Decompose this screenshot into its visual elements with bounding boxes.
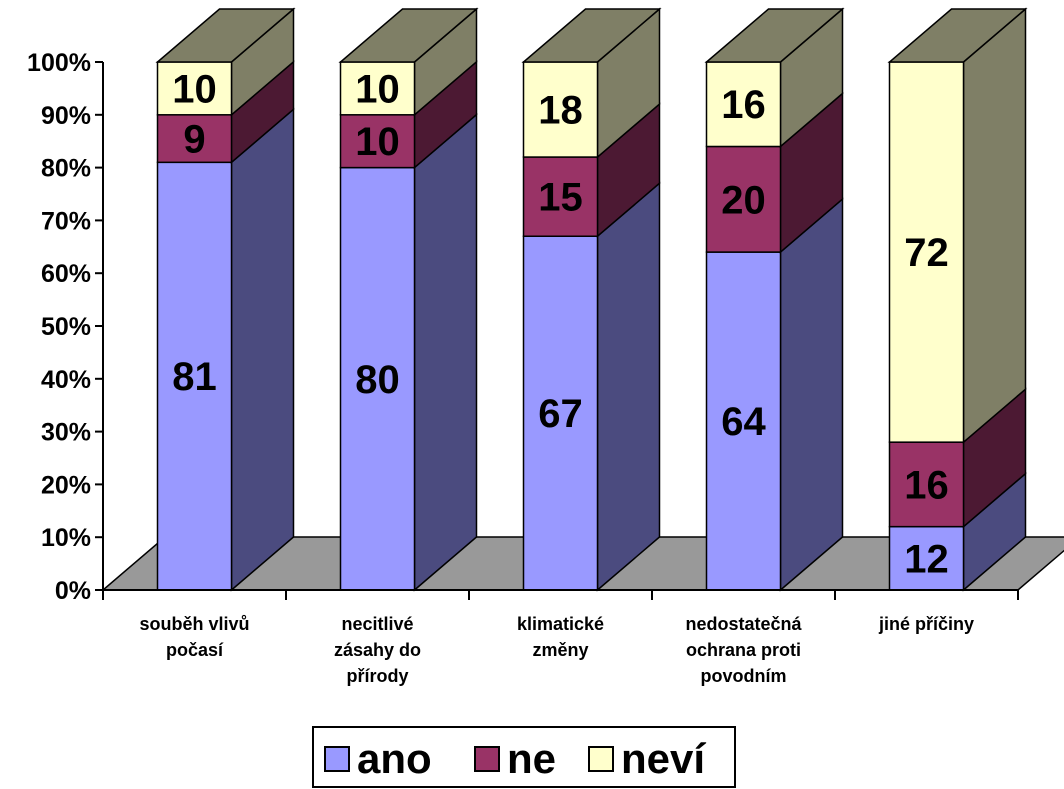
y-tick-label: 40% xyxy=(41,366,91,394)
bar-front xyxy=(339,114,416,169)
data-label: 10 xyxy=(172,67,217,111)
bar-segment-ne xyxy=(705,91,844,254)
legend-item-ano: ano xyxy=(324,735,432,782)
category-label: nedostatečná ochrana proti povodním xyxy=(685,614,802,686)
bar-segment-neví xyxy=(704,7,845,149)
bar-side xyxy=(962,7,1027,444)
bar-segment-ano xyxy=(705,197,844,592)
bar-front xyxy=(339,61,416,116)
bar-front xyxy=(156,161,233,591)
y-tick-label: 90% xyxy=(41,102,91,130)
bar-top xyxy=(338,8,479,63)
data-labels: 81 9 10 80 10 10 67 15 18 64 20 16 12 16 72 xyxy=(172,67,949,581)
bar-segment-neví xyxy=(521,7,662,159)
legend-swatch xyxy=(588,746,614,772)
category-label: klimatické změny xyxy=(517,614,604,660)
y-tick-label: 0% xyxy=(55,577,91,605)
legend-label: ne xyxy=(507,735,556,782)
bar-stack xyxy=(338,7,479,592)
legend-swatch xyxy=(474,746,500,772)
legend-item-neví: neví xyxy=(588,735,706,782)
category-label: souběh vlivů počasí xyxy=(139,614,249,660)
bar-front xyxy=(705,145,782,253)
bar-top xyxy=(521,8,662,63)
data-label: 80 xyxy=(355,358,400,402)
data-label: 10 xyxy=(355,67,400,111)
bar-side xyxy=(596,181,661,592)
bar-front xyxy=(705,251,782,591)
bar-front xyxy=(888,441,965,528)
y-tick-label: 80% xyxy=(41,155,91,183)
bars xyxy=(155,7,1028,592)
bar-stack xyxy=(704,7,845,592)
data-label: 18 xyxy=(538,89,583,133)
legend-box xyxy=(312,726,736,788)
bar-segment-ano xyxy=(339,112,478,592)
bar-front xyxy=(156,114,233,164)
y-tick-label: 60% xyxy=(41,260,91,288)
bar-front xyxy=(705,61,782,148)
bar-segment-ano xyxy=(156,107,295,592)
bar-top xyxy=(155,8,296,63)
data-label: 20 xyxy=(721,178,766,222)
bar-front xyxy=(888,525,965,591)
y-tick-label: 10% xyxy=(41,524,91,552)
data-label: 12 xyxy=(904,537,949,581)
data-label: 67 xyxy=(538,392,583,436)
bar-segment-neví xyxy=(155,7,296,117)
bar-stack xyxy=(521,7,662,592)
bar-stack xyxy=(887,7,1028,592)
data-label: 15 xyxy=(538,176,583,220)
bar-front xyxy=(888,61,965,443)
bar-stack xyxy=(155,7,296,592)
y-tick-label: 20% xyxy=(41,471,91,499)
bar-side xyxy=(779,197,844,592)
bar-front xyxy=(522,156,599,237)
bar-front xyxy=(339,166,416,591)
category-label: necitlivé zásahy do přírody xyxy=(334,614,421,686)
legend: ano ne neví xyxy=(312,726,736,788)
category-axis: souběh vlivů počasí necitlivé zásahy do přír… xyxy=(102,589,1019,686)
bar-segment-ne xyxy=(339,60,478,170)
y-tick-label: 70% xyxy=(41,207,91,235)
legend-swatch xyxy=(324,746,350,772)
bar-side xyxy=(413,112,478,592)
data-label: 16 xyxy=(721,83,766,127)
bar-segment-ano xyxy=(522,181,661,592)
bar-segment-ano xyxy=(888,472,1027,592)
data-label: 9 xyxy=(183,118,205,162)
bar-segment-ne xyxy=(522,102,661,238)
bar-side xyxy=(230,107,295,592)
legend-label: ano xyxy=(357,735,432,782)
data-label: 64 xyxy=(721,400,766,444)
data-label: 81 xyxy=(172,355,217,399)
legend-label: neví xyxy=(621,735,706,782)
value-axis: 0% 10% 20% 30% 40% 50% 60% 70% 80% 90% 100% xyxy=(27,49,104,605)
y-tick-label: 30% xyxy=(41,419,91,447)
category-label: jiné příčiny xyxy=(878,614,974,634)
bar-segment-neví xyxy=(887,7,1028,444)
y-tick-label: 100% xyxy=(27,49,91,77)
bar-segment-neví xyxy=(338,7,479,117)
legend-item-ne: ne xyxy=(474,735,556,782)
data-label: 16 xyxy=(904,463,949,507)
bar-top xyxy=(887,8,1028,63)
data-label: 10 xyxy=(355,120,400,164)
data-label: 72 xyxy=(904,231,949,275)
y-tick-label: 50% xyxy=(41,313,91,341)
bar-top xyxy=(704,8,845,63)
